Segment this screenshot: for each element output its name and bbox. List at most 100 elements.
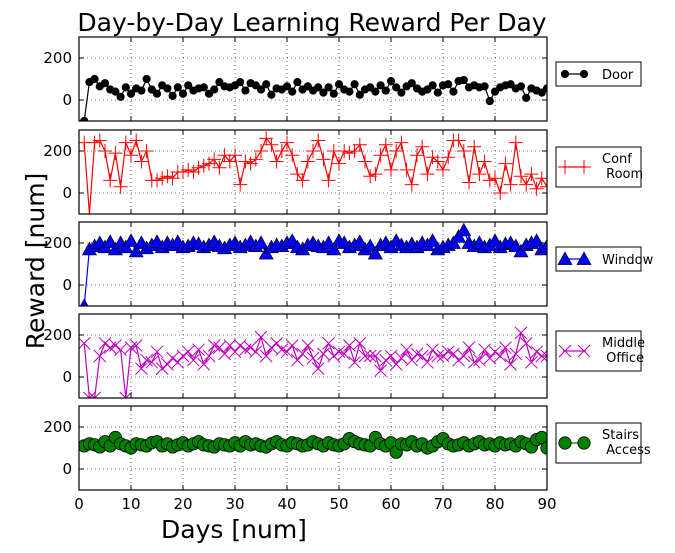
data-point xyxy=(218,347,231,361)
data-point xyxy=(447,347,460,361)
data-point xyxy=(539,238,547,253)
data-point xyxy=(270,337,283,350)
data-point xyxy=(366,83,375,92)
data-point xyxy=(93,349,107,363)
data-point xyxy=(371,87,380,96)
data-point xyxy=(129,133,144,148)
data-point xyxy=(114,343,127,357)
data-point xyxy=(191,160,206,175)
legend-marker xyxy=(577,436,591,450)
chart-title: Day-by-Day Learning Reward Per Day xyxy=(77,8,546,37)
data-point xyxy=(248,152,263,167)
data-point xyxy=(334,80,344,89)
y-tick-label: 0 xyxy=(62,184,72,202)
legend-label-line: Room xyxy=(602,167,643,182)
data-point xyxy=(98,337,112,350)
data-point xyxy=(381,86,390,95)
data-point xyxy=(150,345,164,359)
data-point xyxy=(123,233,139,247)
data-point xyxy=(327,349,341,363)
data-point xyxy=(280,135,294,150)
data-point xyxy=(176,349,190,363)
data-point xyxy=(212,160,227,175)
data-point xyxy=(363,169,378,184)
x-tick-label: 90 xyxy=(537,495,556,513)
data-point xyxy=(155,362,169,375)
legend-marker xyxy=(557,251,573,265)
data-point xyxy=(137,86,146,95)
data-point xyxy=(145,355,159,369)
panel-frame xyxy=(78,221,548,307)
x-tick-label: 10 xyxy=(121,495,140,513)
data-point xyxy=(288,87,297,96)
series-5 xyxy=(79,430,547,459)
legend-marker xyxy=(576,251,592,265)
legend-label-line: Access xyxy=(602,443,651,458)
data-point xyxy=(509,347,523,361)
x-tick-label: 20 xyxy=(173,495,192,513)
data-point xyxy=(111,87,120,96)
data-point xyxy=(236,78,245,87)
data-point xyxy=(290,167,305,182)
data-point xyxy=(404,177,419,192)
data-point xyxy=(119,391,133,398)
data-point xyxy=(352,234,368,248)
data-point xyxy=(324,83,333,92)
data-point xyxy=(126,89,136,98)
data-point xyxy=(384,162,398,177)
y-tick-label: 0 xyxy=(62,276,72,294)
data-point xyxy=(508,135,523,150)
data-point xyxy=(228,345,242,359)
data-point xyxy=(348,355,361,369)
data-point xyxy=(459,75,468,85)
data-point xyxy=(80,116,89,121)
y-tick-label: 0 xyxy=(62,460,72,478)
legend-label-line: Office xyxy=(602,351,644,366)
data-point xyxy=(259,349,273,363)
y-tick-label: 200 xyxy=(43,142,72,160)
data-point xyxy=(300,154,315,169)
data-point xyxy=(196,158,211,173)
data-point xyxy=(407,79,416,88)
data-point xyxy=(249,345,263,359)
data-point xyxy=(314,83,323,92)
data-point xyxy=(386,77,396,86)
data-point xyxy=(441,150,456,165)
data-point xyxy=(540,349,547,363)
data-point xyxy=(473,353,486,367)
data-point xyxy=(525,355,538,369)
data-point xyxy=(113,179,128,194)
data-point xyxy=(379,353,393,367)
data-point xyxy=(415,349,429,363)
data-point xyxy=(267,90,276,99)
data-point xyxy=(480,82,489,91)
data-point xyxy=(171,355,185,369)
data-point xyxy=(451,133,466,148)
data-point xyxy=(472,167,487,182)
data-point xyxy=(478,343,491,357)
data-point xyxy=(192,343,205,357)
data-point xyxy=(456,144,471,158)
data-point xyxy=(322,337,335,350)
data-point xyxy=(431,349,445,363)
data-point xyxy=(482,173,497,188)
legend-2: Conf Room xyxy=(555,146,643,188)
y-axis-label: Reward [num] xyxy=(21,173,50,350)
data-point xyxy=(456,222,472,237)
legend-label: Stairs Access xyxy=(602,428,651,458)
data-point xyxy=(90,74,99,84)
data-point xyxy=(477,154,492,169)
data-point xyxy=(150,173,164,188)
data-point xyxy=(483,351,497,365)
data-point xyxy=(139,144,154,158)
data-point xyxy=(244,341,257,354)
data-point xyxy=(329,89,338,98)
data-point xyxy=(493,349,507,363)
data-point xyxy=(467,139,482,154)
legend-marker xyxy=(560,69,570,79)
data-point xyxy=(166,351,179,365)
legend-label-line: Door xyxy=(602,68,634,83)
data-point xyxy=(228,148,242,163)
data-point xyxy=(452,353,465,367)
